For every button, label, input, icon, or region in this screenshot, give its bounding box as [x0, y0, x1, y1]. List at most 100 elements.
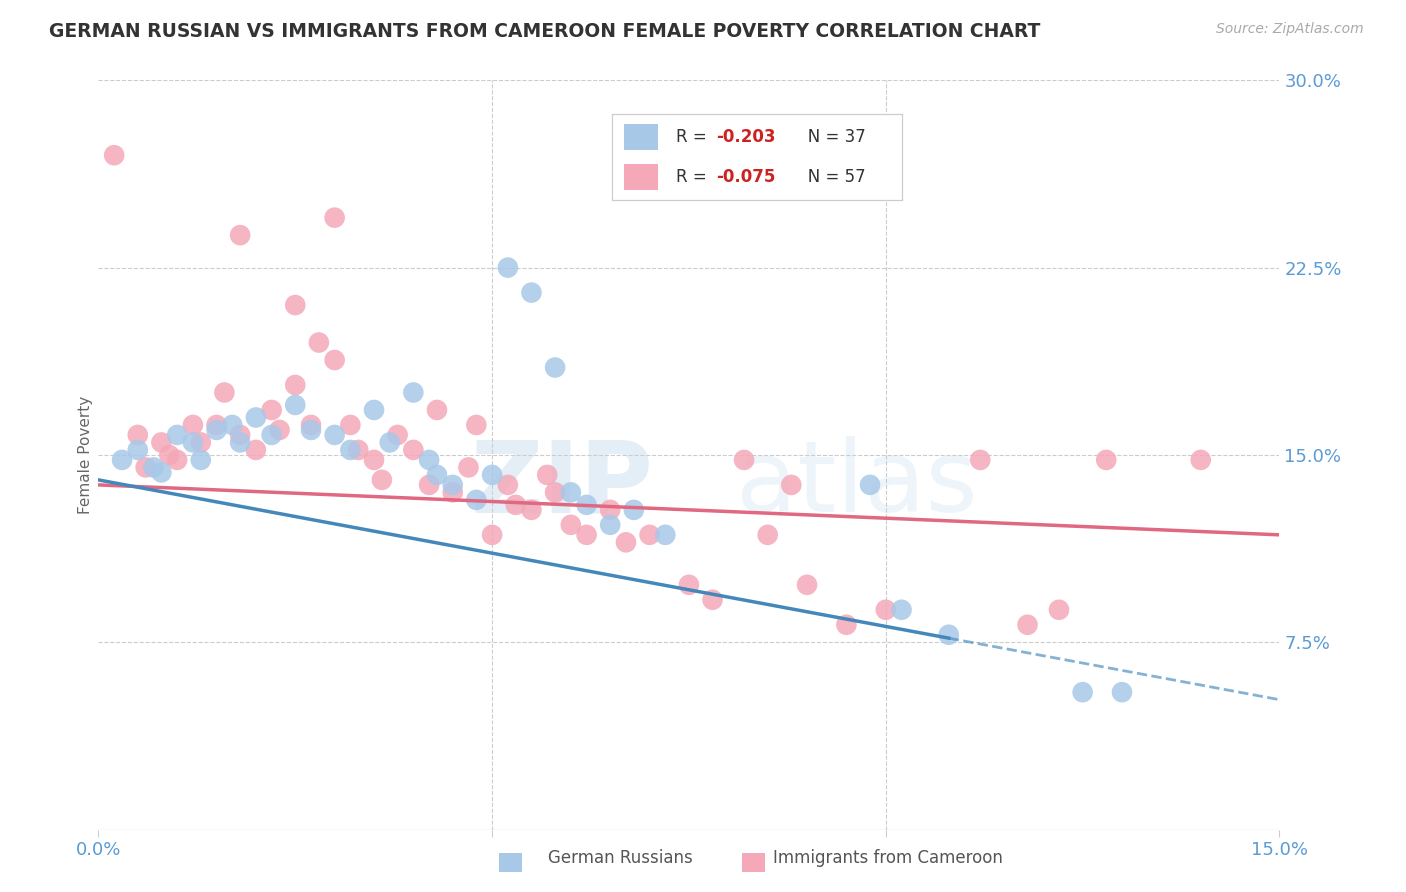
Point	[135, 460, 157, 475]
Point	[150, 435, 173, 450]
Point	[214, 385, 236, 400]
Point	[1189, 453, 1212, 467]
Point	[127, 442, 149, 457]
Text: atlas: atlas	[737, 436, 977, 533]
Point	[426, 467, 449, 482]
Text: German Russians: German Russians	[548, 849, 693, 867]
Point	[496, 260, 519, 275]
Point	[441, 485, 464, 500]
Point	[166, 453, 188, 467]
Point	[142, 460, 165, 475]
Point	[560, 485, 582, 500]
Point	[181, 435, 204, 450]
Point	[835, 617, 858, 632]
Point	[347, 442, 370, 457]
Point	[481, 528, 503, 542]
Point	[426, 403, 449, 417]
Point	[536, 467, 558, 482]
Point	[859, 478, 882, 492]
Point	[875, 603, 897, 617]
Point	[520, 285, 543, 300]
Point	[103, 148, 125, 162]
Point	[1071, 685, 1094, 699]
Point	[402, 385, 425, 400]
Text: Immigrants from Cameroon: Immigrants from Cameroon	[773, 849, 1002, 867]
Point	[465, 492, 488, 507]
Point	[284, 398, 307, 412]
Point	[229, 435, 252, 450]
Point	[796, 578, 818, 592]
Point	[371, 473, 394, 487]
Point	[150, 466, 173, 480]
Point	[733, 453, 755, 467]
Point	[599, 503, 621, 517]
Point	[323, 428, 346, 442]
Point	[418, 453, 440, 467]
Point	[190, 453, 212, 467]
Point	[623, 503, 645, 517]
Point	[205, 423, 228, 437]
Point	[890, 603, 912, 617]
Point	[457, 460, 479, 475]
Point	[205, 417, 228, 432]
Y-axis label: Female Poverty: Female Poverty	[77, 396, 93, 514]
Point	[190, 435, 212, 450]
Point	[465, 417, 488, 432]
Point	[505, 498, 527, 512]
Point	[481, 467, 503, 482]
Point	[284, 298, 307, 312]
Point	[363, 453, 385, 467]
Point	[780, 478, 803, 492]
Point	[520, 503, 543, 517]
Point	[339, 442, 361, 457]
Point	[544, 485, 567, 500]
Point	[544, 360, 567, 375]
Text: ZIP: ZIP	[471, 436, 654, 533]
Point	[363, 403, 385, 417]
Point	[599, 517, 621, 532]
Point	[260, 403, 283, 417]
Point	[496, 478, 519, 492]
Point	[127, 428, 149, 442]
Point	[260, 428, 283, 442]
Point	[339, 417, 361, 432]
Point	[269, 423, 291, 437]
Point	[441, 478, 464, 492]
Point	[575, 498, 598, 512]
Point	[654, 528, 676, 542]
Point	[938, 628, 960, 642]
Point	[638, 528, 661, 542]
Point	[229, 428, 252, 442]
Point	[1111, 685, 1133, 699]
Point	[111, 453, 134, 467]
Point	[229, 228, 252, 243]
Point	[299, 417, 322, 432]
Text: Source: ZipAtlas.com: Source: ZipAtlas.com	[1216, 22, 1364, 37]
Point	[181, 417, 204, 432]
Point	[1095, 453, 1118, 467]
Point	[402, 442, 425, 457]
Point	[1047, 603, 1070, 617]
Point	[756, 528, 779, 542]
Point	[308, 335, 330, 350]
Point	[702, 592, 724, 607]
Point	[560, 517, 582, 532]
Point	[418, 478, 440, 492]
Point	[245, 442, 267, 457]
Point	[323, 211, 346, 225]
Point	[166, 428, 188, 442]
Point	[1017, 617, 1039, 632]
Point	[284, 378, 307, 392]
Point	[575, 528, 598, 542]
Point	[245, 410, 267, 425]
Point	[678, 578, 700, 592]
Point	[323, 353, 346, 368]
Point	[157, 448, 180, 462]
Point	[299, 423, 322, 437]
Point	[387, 428, 409, 442]
Text: GERMAN RUSSIAN VS IMMIGRANTS FROM CAMEROON FEMALE POVERTY CORRELATION CHART: GERMAN RUSSIAN VS IMMIGRANTS FROM CAMERO…	[49, 22, 1040, 41]
Point	[614, 535, 637, 549]
Point	[221, 417, 243, 432]
Point	[969, 453, 991, 467]
Point	[378, 435, 401, 450]
